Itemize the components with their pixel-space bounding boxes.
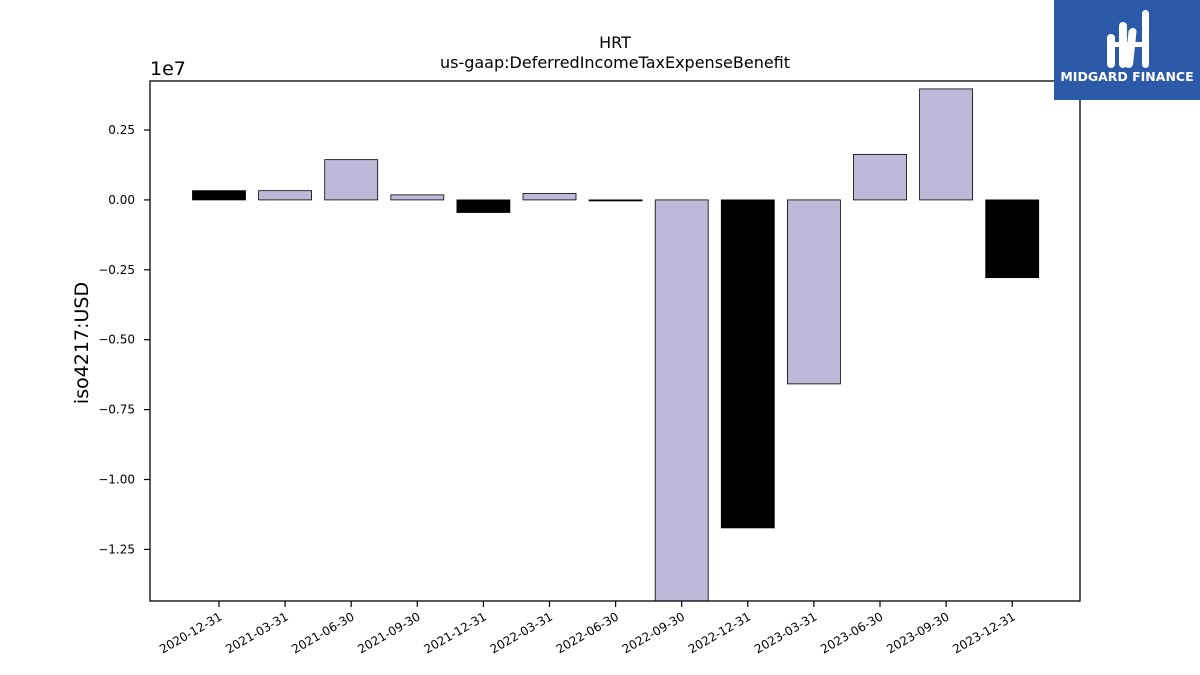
- bar-2021-03-31: [258, 190, 313, 201]
- bar-2023-09-30: [919, 88, 973, 201]
- bar-2023-06-30: [853, 153, 907, 201]
- y-offset-label: 1e7: [150, 58, 186, 80]
- y-tick-label: −0.25: [98, 263, 135, 277]
- x-tick-label: 2022-09-30: [620, 609, 687, 656]
- bar-2020-12-31: [192, 190, 246, 201]
- brand-logo: MIDGARD FINANCE: [1054, 0, 1200, 100]
- x-ticks-group: 2020-12-312021-03-312021-06-302021-09-30…: [157, 601, 1018, 656]
- y-tick-label: −0.50: [98, 333, 135, 347]
- bar-2021-12-31: [456, 199, 511, 213]
- brand-name: MIDGARD FINANCE: [1060, 69, 1194, 84]
- bar-2022-06-30: [588, 199, 643, 202]
- y-tick-label: −1.00: [98, 473, 135, 487]
- y-ticks-group: 0.25 0.00 −0.25 −0.50 −0.75 −1.00 −1.25: [98, 123, 150, 556]
- x-tick-label: 2021-03-31: [223, 609, 290, 656]
- x-tick-label: 2020-12-31: [157, 609, 224, 656]
- bar-2021-06-30: [324, 159, 379, 201]
- y-tick-label: 0.00: [108, 193, 135, 207]
- bar-2021-09-30: [390, 194, 445, 201]
- x-tick-label: 2022-03-31: [488, 609, 555, 656]
- x-tick-label: 2022-06-30: [554, 609, 621, 656]
- brand-mark-icon: [1107, 10, 1149, 68]
- bars-group: [192, 88, 1040, 602]
- y-axis-label: iso4217:USD: [71, 282, 93, 404]
- chart-title: HRT: [599, 33, 631, 52]
- bar-2022-09-30: [654, 199, 709, 602]
- bar-2022-12-31: [720, 199, 775, 529]
- x-tick-label: 2021-09-30: [355, 609, 422, 656]
- x-tick-label: 2023-12-31: [950, 609, 1017, 656]
- x-tick-label: 2023-09-30: [884, 609, 951, 656]
- bar-2022-03-31: [522, 193, 577, 201]
- x-tick-label: 2023-06-30: [818, 609, 885, 656]
- x-tick-label: 2023-03-31: [752, 609, 819, 656]
- bar-2023-12-31: [985, 199, 1040, 279]
- bar-2023-03-31: [787, 199, 841, 385]
- chart-subtitle: us-gaap:DeferredIncomeTaxExpenseBenefit: [440, 53, 790, 72]
- plot-frame: [149, 80, 1081, 602]
- y-tick-label: −1.25: [98, 542, 135, 556]
- y-tick-label: 0.25: [108, 123, 135, 137]
- x-tick-label: 2021-06-30: [289, 609, 356, 656]
- x-tick-label: 2021-12-31: [421, 609, 488, 656]
- y-tick-label: −0.75: [98, 403, 135, 417]
- x-tick-label: 2022-12-31: [686, 609, 753, 656]
